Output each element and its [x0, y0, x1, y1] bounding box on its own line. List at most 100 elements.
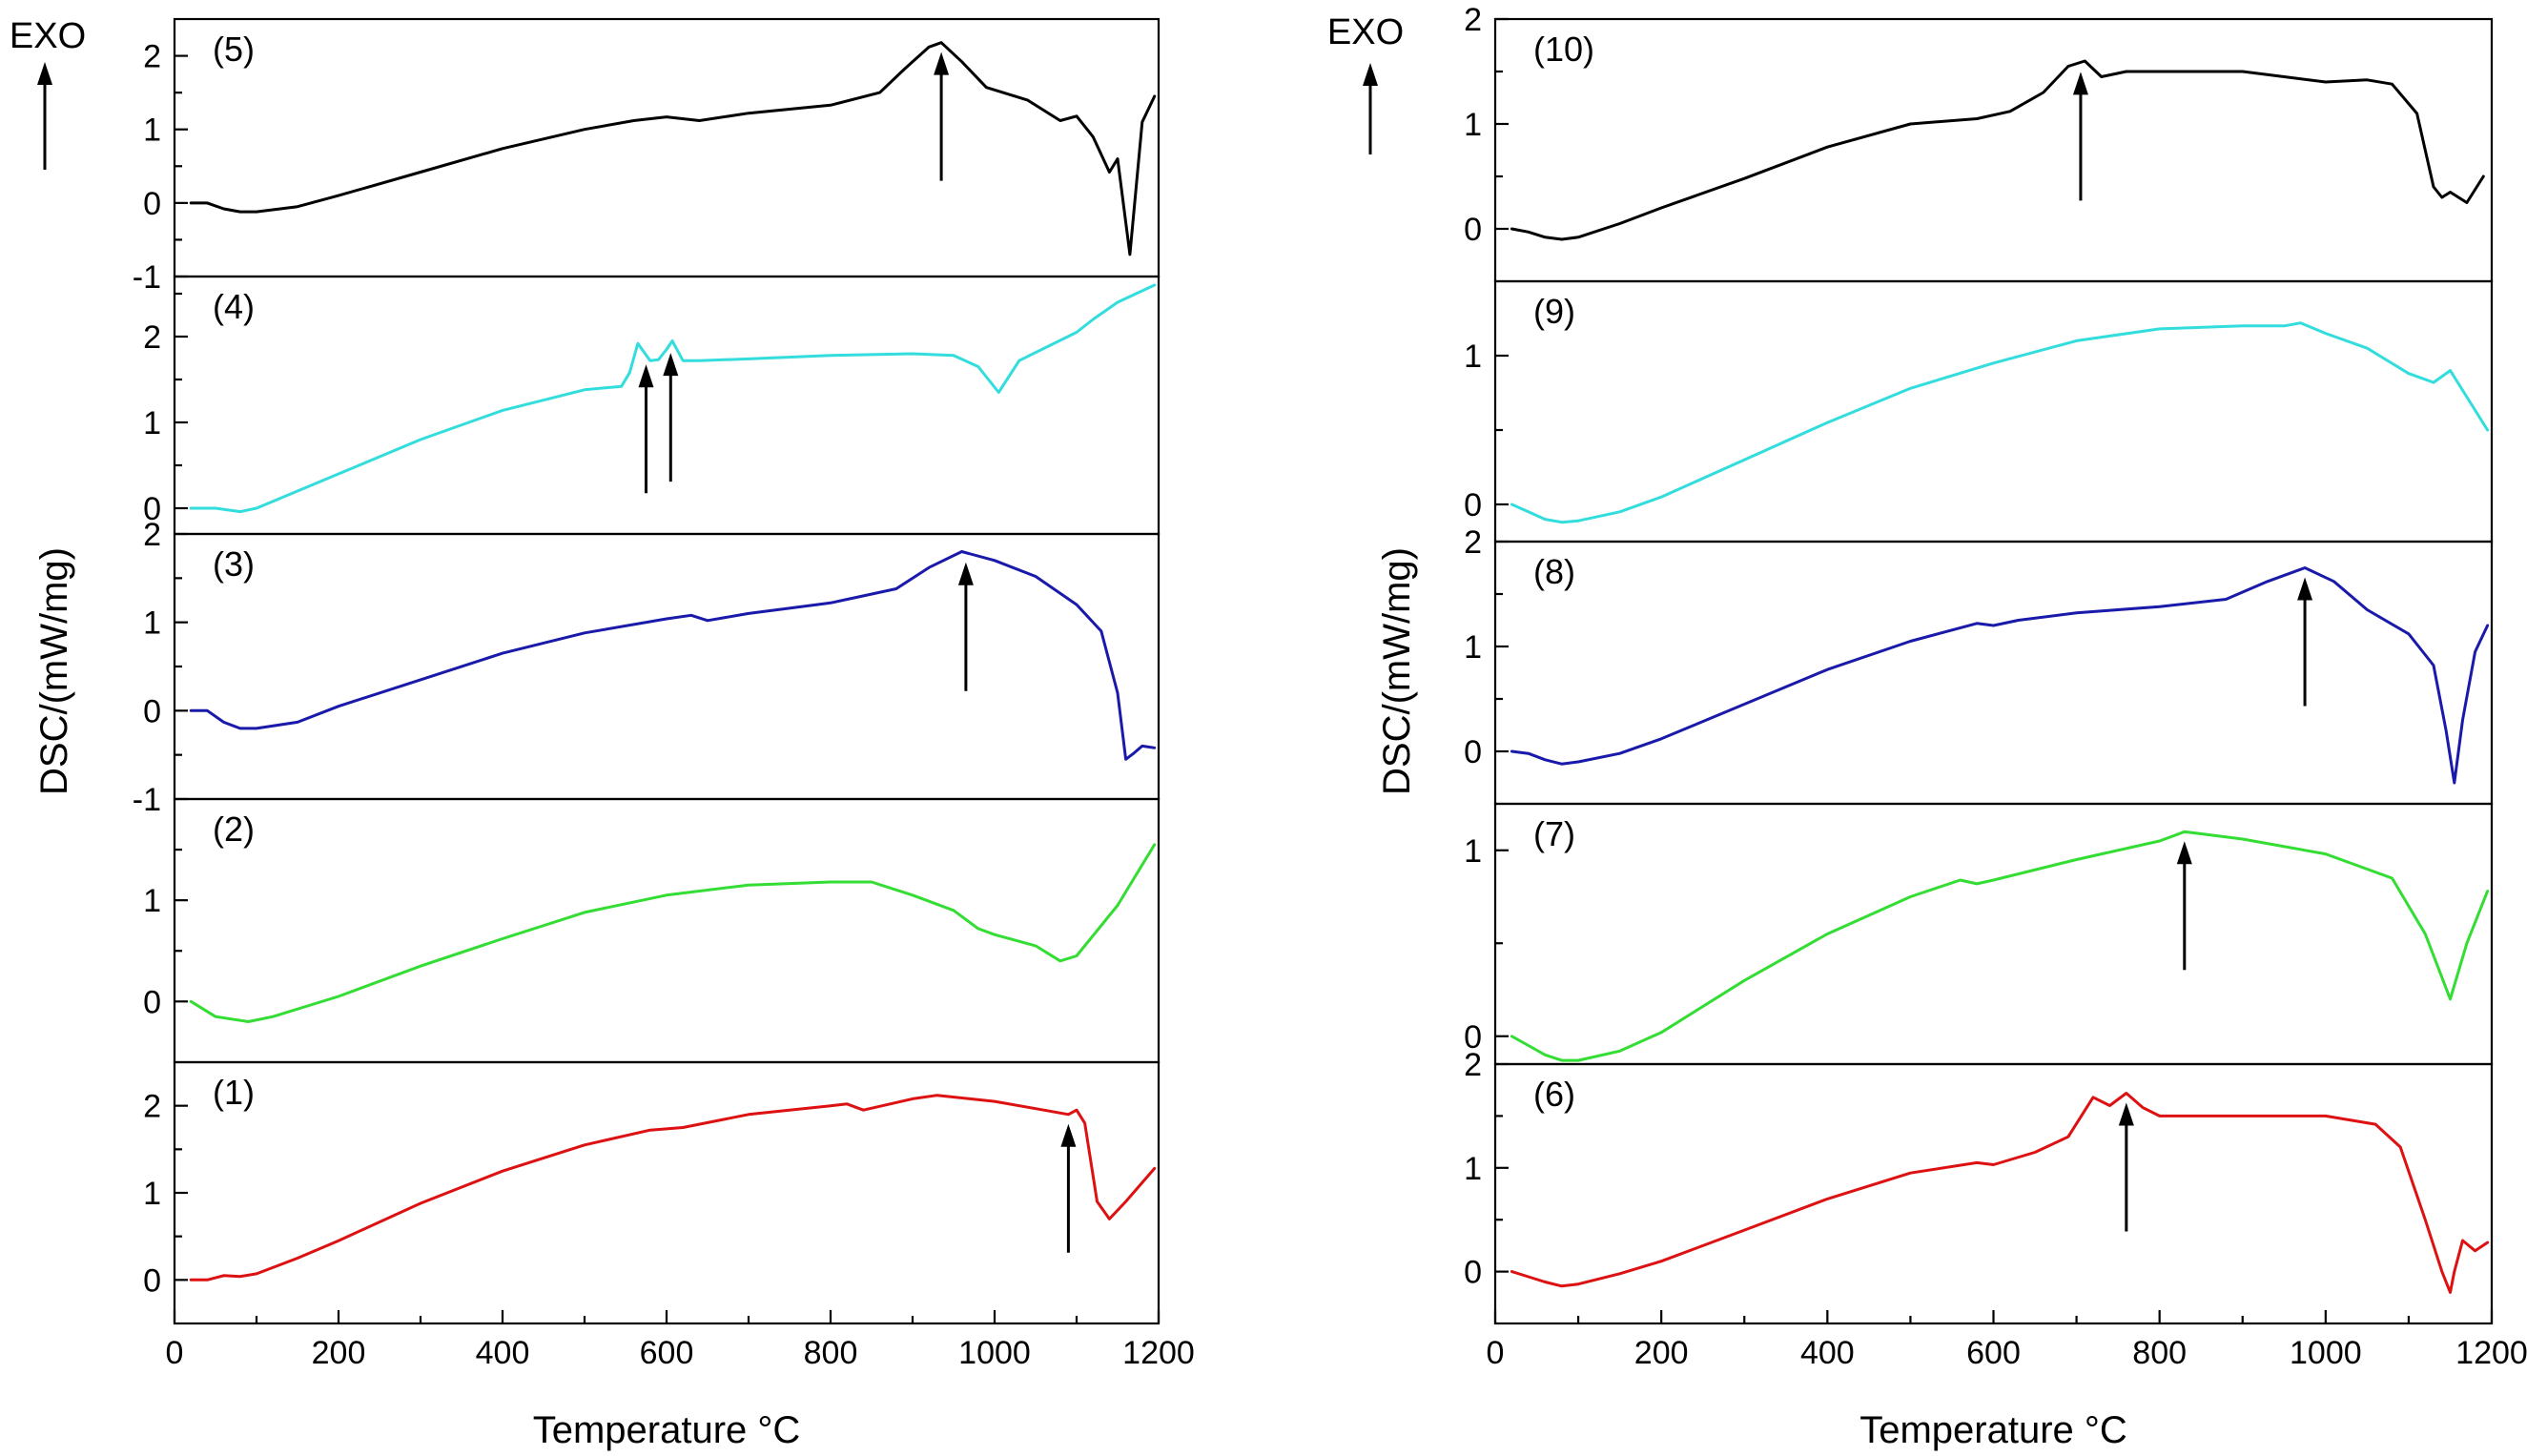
panel-frame — [1493, 17, 2494, 283]
x-tick-label: 200 — [1634, 1335, 1689, 1371]
y-tick-label: 0 — [1464, 734, 1482, 770]
panel-label: (6) — [1533, 1075, 1575, 1114]
panel-frame — [1493, 540, 2494, 806]
panel-9: 0 1 (9) — [1464, 279, 2494, 543]
y-tick-label: 0 — [143, 186, 161, 222]
panel-label: (2) — [213, 810, 255, 849]
y-tick-label: 0 — [143, 1262, 161, 1299]
dsc-curve — [1510, 59, 2485, 241]
panel-10: 0 1 2 (10) — [1464, 2, 2494, 283]
peak-arrow-head — [2118, 1102, 2134, 1126]
y-axis-title: DSC/(mW/mg) — [33, 547, 75, 795]
dsc-curve — [189, 550, 1157, 761]
dsc-curve — [189, 1094, 1157, 1282]
exo-label: EXO — [1327, 12, 1404, 52]
dsc-curve — [189, 283, 1157, 514]
peak-arrow-head — [2297, 577, 2313, 601]
y-tick-label: 1 — [1464, 107, 1482, 143]
panel-1: 0 1 2 (1) — [143, 1060, 1161, 1325]
panel-label: (8) — [1533, 552, 1575, 591]
x-tick-label: 0 — [1487, 1335, 1505, 1371]
y-tick-label: 2 — [1464, 1047, 1482, 1083]
y-tick-label: 0 — [143, 693, 161, 729]
dsc-curve — [1510, 1092, 2490, 1294]
dsc-curve — [189, 41, 1157, 256]
x-tick-label: 1000 — [958, 1335, 1031, 1371]
panel-frame — [173, 797, 1161, 1064]
panel-4: 0 1 2 (4) — [143, 275, 1161, 536]
panel-2: 0 1 (2) — [143, 797, 1161, 1064]
y-tick-label: 1 — [1464, 629, 1482, 666]
panel-3: -1 0 1 2 (3) — [133, 517, 1161, 818]
panel-frame — [173, 17, 1161, 278]
y-tick-label: 2 — [1464, 2, 1482, 38]
y-tick-label: 2 — [143, 319, 161, 356]
x-tick-label: 1200 — [2455, 1335, 2527, 1371]
x-tick-label: 400 — [1800, 1335, 1855, 1371]
panel-frame — [173, 532, 1161, 801]
panel-5: -1 0 1 2 (5) — [133, 17, 1161, 296]
x-axis-title: Temperature °C — [533, 1409, 801, 1451]
peak-arrow-head — [2176, 841, 2192, 865]
y-tick-label: 1 — [143, 883, 161, 919]
y-tick-label: -1 — [133, 259, 161, 296]
y-tick-label: 0 — [1464, 487, 1482, 523]
x-tick-label: 600 — [640, 1335, 694, 1371]
dsc-curve — [1510, 321, 2490, 524]
x-tick-label: 1000 — [2290, 1335, 2362, 1371]
y-axis-title: DSC/(mW/mg) — [1376, 547, 1418, 795]
peak-arrow-head — [2072, 72, 2088, 95]
panel-label: (1) — [213, 1073, 255, 1112]
panel-8: 0 1 2 (8) — [1464, 524, 2494, 806]
y-tick-label: 0 — [1464, 1019, 1482, 1056]
x-tick-label: 800 — [804, 1335, 858, 1371]
peak-arrow-head — [957, 562, 974, 585]
y-tick-label: 1 — [1464, 1151, 1482, 1187]
panel-label: (3) — [213, 544, 255, 584]
y-tick-label: 1 — [143, 1176, 161, 1212]
y-tick-label: 2 — [143, 517, 161, 553]
y-tick-label: 1 — [143, 113, 161, 149]
panel-frame — [173, 275, 1161, 536]
panel-6: 0 1 2 (6) — [1464, 1047, 2494, 1325]
peak-arrow-head — [663, 353, 679, 377]
x-tick-label: 600 — [1966, 1335, 2021, 1371]
x-tick-label: 1200 — [1122, 1335, 1195, 1371]
x-tick-label: 800 — [2132, 1335, 2187, 1371]
x-axis-title: Temperature °C — [1859, 1409, 2127, 1451]
y-tick-label: 2 — [1464, 524, 1482, 561]
panel-label: (10) — [1533, 30, 1594, 69]
y-tick-label: 0 — [143, 491, 161, 527]
x-tick-label: 0 — [166, 1335, 184, 1371]
y-tick-label: -1 — [133, 782, 161, 818]
panel-label: (4) — [213, 287, 255, 326]
y-tick-label: 0 — [143, 984, 161, 1020]
panel-7: 0 1 (7) — [1464, 802, 2494, 1066]
exo-arrow-head — [1363, 63, 1378, 86]
y-tick-label: 2 — [143, 1089, 161, 1125]
dsc-curve — [1510, 566, 2490, 785]
exo-arrow-head — [37, 62, 52, 85]
peak-arrow-head — [934, 51, 950, 75]
panel-frame — [1493, 802, 2494, 1066]
panel-label: (9) — [1533, 292, 1575, 331]
panel-label: (5) — [213, 30, 255, 69]
panel-label: (7) — [1533, 814, 1575, 853]
dsc-curve — [1510, 830, 2490, 1062]
y-tick-label: 1 — [143, 405, 161, 441]
panel-frame — [173, 1060, 1161, 1325]
peak-arrow-head — [638, 364, 654, 388]
peak-arrow-head — [1060, 1123, 1077, 1147]
exo-label: EXO — [10, 16, 86, 56]
x-tick-label: 200 — [312, 1335, 366, 1371]
y-tick-label: 0 — [1464, 212, 1482, 248]
y-tick-label: 1 — [143, 605, 161, 642]
x-tick-label: 400 — [476, 1335, 530, 1371]
y-tick-label: 0 — [1464, 1255, 1482, 1291]
y-tick-label: 1 — [1464, 833, 1482, 870]
panel-frame — [1493, 1062, 2494, 1325]
dsc-curve — [189, 843, 1157, 1023]
